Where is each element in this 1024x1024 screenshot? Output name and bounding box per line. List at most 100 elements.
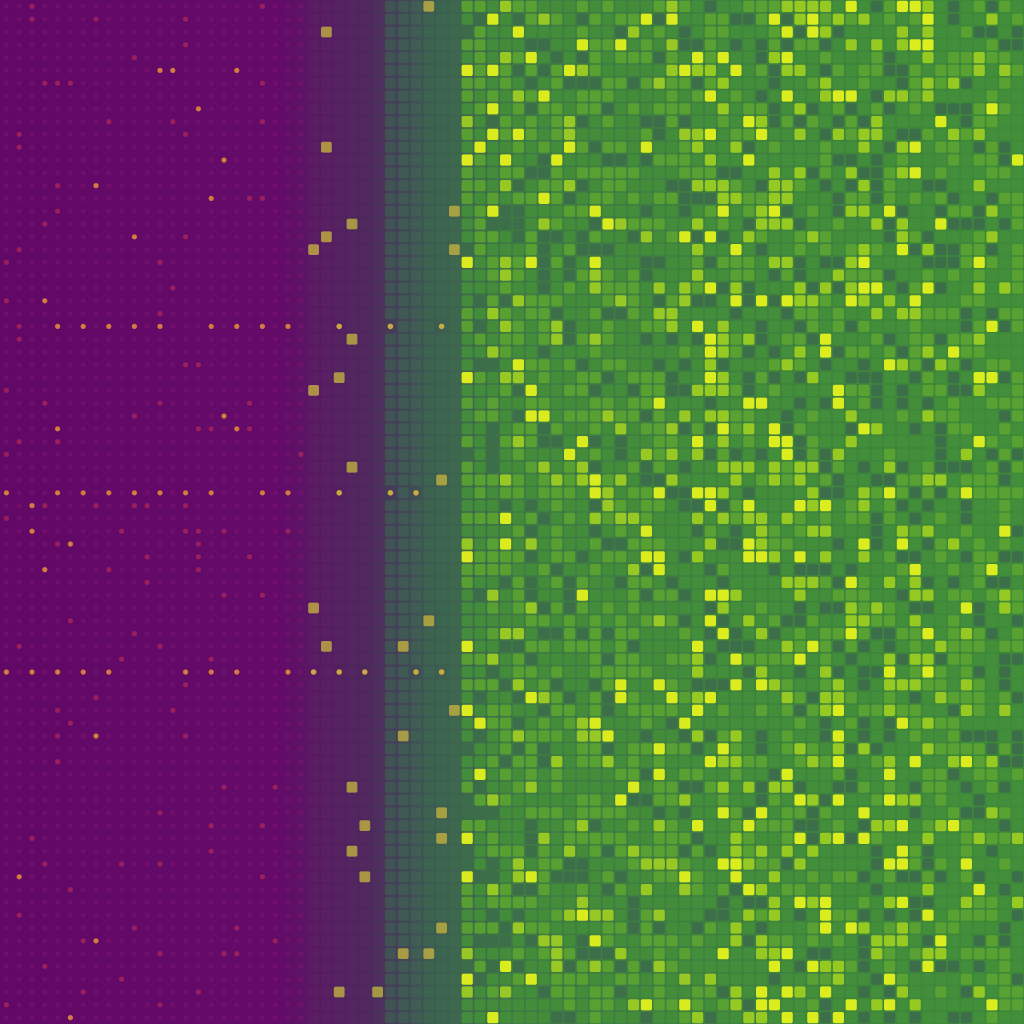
cell [397, 397, 409, 409]
dot [272, 515, 278, 522]
dot [67, 554, 73, 560]
dot [55, 746, 61, 752]
dot [259, 119, 265, 125]
cell [973, 26, 985, 38]
dot [3, 311, 9, 317]
cell [551, 154, 563, 166]
cell [807, 717, 819, 729]
cell [512, 551, 524, 563]
cell [896, 768, 908, 780]
cell [717, 154, 729, 166]
dot [247, 567, 253, 573]
dot [119, 170, 125, 176]
cell [935, 77, 947, 89]
cell [397, 692, 409, 703]
cell [692, 743, 704, 755]
cell [794, 384, 806, 396]
cell [423, 205, 435, 217]
dot [298, 733, 304, 739]
dot [42, 579, 48, 586]
cell [935, 141, 947, 153]
cell [768, 346, 780, 358]
cell [794, 269, 806, 281]
cell [935, 615, 947, 627]
cell [986, 410, 998, 422]
cell [576, 103, 588, 115]
cell [794, 180, 806, 192]
dot [157, 656, 163, 662]
cell [308, 116, 319, 127]
cell [768, 244, 780, 256]
cell [756, 167, 768, 179]
cell [308, 436, 319, 447]
cell [576, 282, 588, 294]
dot [247, 695, 253, 701]
dot [93, 592, 99, 598]
cell [871, 244, 883, 256]
cell [768, 448, 780, 460]
cell [410, 461, 422, 473]
cell [730, 576, 742, 588]
cell [999, 525, 1011, 537]
cell [948, 564, 960, 576]
dot [119, 413, 125, 419]
dot [247, 195, 253, 201]
cell [666, 525, 678, 537]
cell [986, 461, 998, 473]
cell [973, 141, 985, 153]
cell [743, 13, 755, 25]
cell [653, 628, 665, 640]
dot [16, 784, 22, 790]
dot [93, 387, 99, 393]
cell [308, 372, 319, 383]
dot [29, 16, 35, 22]
dot [106, 311, 112, 317]
cell [576, 13, 588, 25]
dot [93, 208, 99, 214]
cell [884, 781, 896, 793]
cell [948, 666, 960, 678]
dot [55, 29, 61, 35]
cell [589, 730, 601, 742]
dot [106, 349, 112, 355]
cell [551, 512, 563, 524]
cell [500, 423, 512, 435]
cell [628, 218, 640, 230]
cell [794, 308, 806, 320]
dot [183, 746, 189, 752]
cell [346, 577, 358, 588]
dot [183, 477, 189, 483]
cell [602, 269, 614, 281]
cell [935, 384, 947, 396]
cell [858, 730, 870, 742]
cell [589, 448, 601, 460]
cell [436, 308, 447, 319]
dot [106, 119, 112, 125]
cell [704, 512, 716, 524]
cell [884, 64, 896, 76]
dot [298, 464, 304, 470]
cell [576, 192, 588, 204]
cell [321, 65, 332, 76]
cell [692, 704, 704, 716]
cell [346, 154, 358, 166]
cell [512, 756, 524, 768]
cell [794, 717, 806, 729]
cell [922, 615, 934, 627]
cell [832, 128, 844, 140]
cell [871, 39, 883, 51]
cell [333, 244, 345, 255]
cell [628, 448, 640, 460]
cell [807, 474, 819, 486]
cell [589, 461, 601, 473]
cell [896, 244, 908, 256]
dot [195, 592, 201, 598]
cell [922, 564, 934, 576]
cell [871, 704, 883, 716]
dot [170, 733, 176, 739]
cell [615, 90, 627, 102]
cell [551, 576, 563, 588]
dot [221, 503, 227, 509]
dot [272, 451, 278, 457]
dot [16, 144, 22, 150]
